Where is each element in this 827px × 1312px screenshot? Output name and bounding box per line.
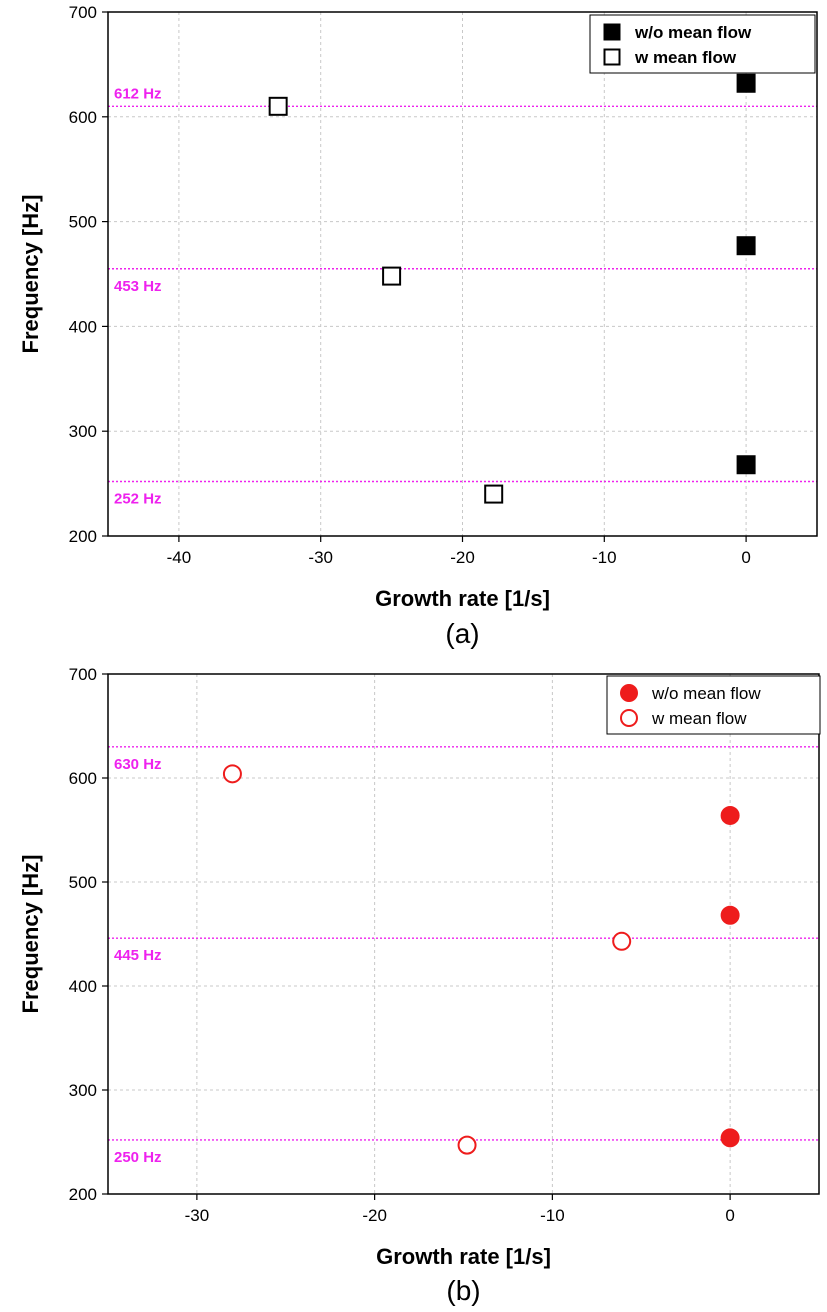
- y-tick-label: 200: [69, 1185, 97, 1204]
- y-tick-label: 500: [69, 213, 97, 232]
- data-point: [736, 455, 756, 475]
- y-axis-title: Frequency [Hz]: [18, 195, 43, 354]
- data-point: [484, 484, 504, 504]
- y-tick-label: 600: [69, 108, 97, 127]
- data-point: [382, 266, 402, 286]
- data-point: [720, 805, 740, 825]
- y-tick-label: 700: [69, 3, 97, 22]
- x-tick-label: -30: [185, 1206, 210, 1225]
- data-point: [222, 764, 242, 784]
- reference-line-label: 250 Hz: [114, 1149, 162, 1166]
- y-tick-label: 400: [69, 977, 97, 996]
- reference-line-label: 453 Hz: [114, 278, 162, 295]
- chart-b: 630 Hz 445 Hz 250 Hz -30 -20 -10 0 200 300 400 500…: [18, 665, 821, 1306]
- legend-marker: [603, 48, 621, 66]
- figure-caption: (a): [445, 618, 479, 649]
- y-tick-label: 200: [69, 527, 97, 546]
- legend-label: w mean flow: [651, 709, 747, 728]
- data-point: [268, 96, 288, 116]
- reference-line-label: 630 Hz: [114, 756, 162, 773]
- x-tick-label: 0: [725, 1206, 734, 1225]
- legend-box: [589, 14, 816, 74]
- reference-line-label: 445 Hz: [114, 947, 162, 964]
- reference-line-label: 612 Hz: [114, 85, 162, 102]
- y-tick-label: 500: [69, 873, 97, 892]
- plot-frame: [107, 673, 820, 1195]
- x-tick-label: -30: [308, 548, 333, 567]
- data-point: [612, 931, 632, 951]
- data-point: [736, 236, 756, 256]
- x-tick-label: 0: [741, 548, 750, 567]
- legend-marker: [620, 684, 638, 702]
- y-axis-title: Frequency [Hz]: [18, 855, 43, 1014]
- legend-marker: [620, 709, 638, 727]
- y-tick-label: 300: [69, 1081, 97, 1100]
- x-tick-label: -20: [362, 1206, 387, 1225]
- x-tick-label: -20: [450, 548, 475, 567]
- data-point: [457, 1135, 477, 1155]
- chart-a: 612 Hz 453 Hz 252 Hz -40 -30 -20 -10 0 200 300 400…: [18, 3, 818, 649]
- legend-marker: [603, 23, 621, 41]
- x-tick-label: -40: [167, 548, 192, 567]
- legend-label: w mean flow: [634, 48, 737, 67]
- x-axis-title: Growth rate [1/s]: [375, 586, 550, 611]
- legend-box: [606, 675, 821, 735]
- data-point: [720, 905, 740, 925]
- y-tick-label: 700: [69, 665, 97, 684]
- reference-line-label: 252 Hz: [114, 491, 162, 508]
- data-point: [736, 73, 756, 93]
- y-tick-label: 600: [69, 769, 97, 788]
- x-tick-label: -10: [592, 548, 617, 567]
- data-point: [720, 1128, 740, 1148]
- legend-label: w/o mean flow: [651, 684, 761, 703]
- figure-caption: (b): [446, 1275, 480, 1306]
- y-tick-label: 400: [69, 317, 97, 336]
- y-tick-label: 300: [69, 422, 97, 441]
- x-axis-title: Growth rate [1/s]: [376, 1244, 551, 1269]
- x-tick-label: -10: [540, 1206, 565, 1225]
- legend-label: w/o mean flow: [634, 23, 752, 42]
